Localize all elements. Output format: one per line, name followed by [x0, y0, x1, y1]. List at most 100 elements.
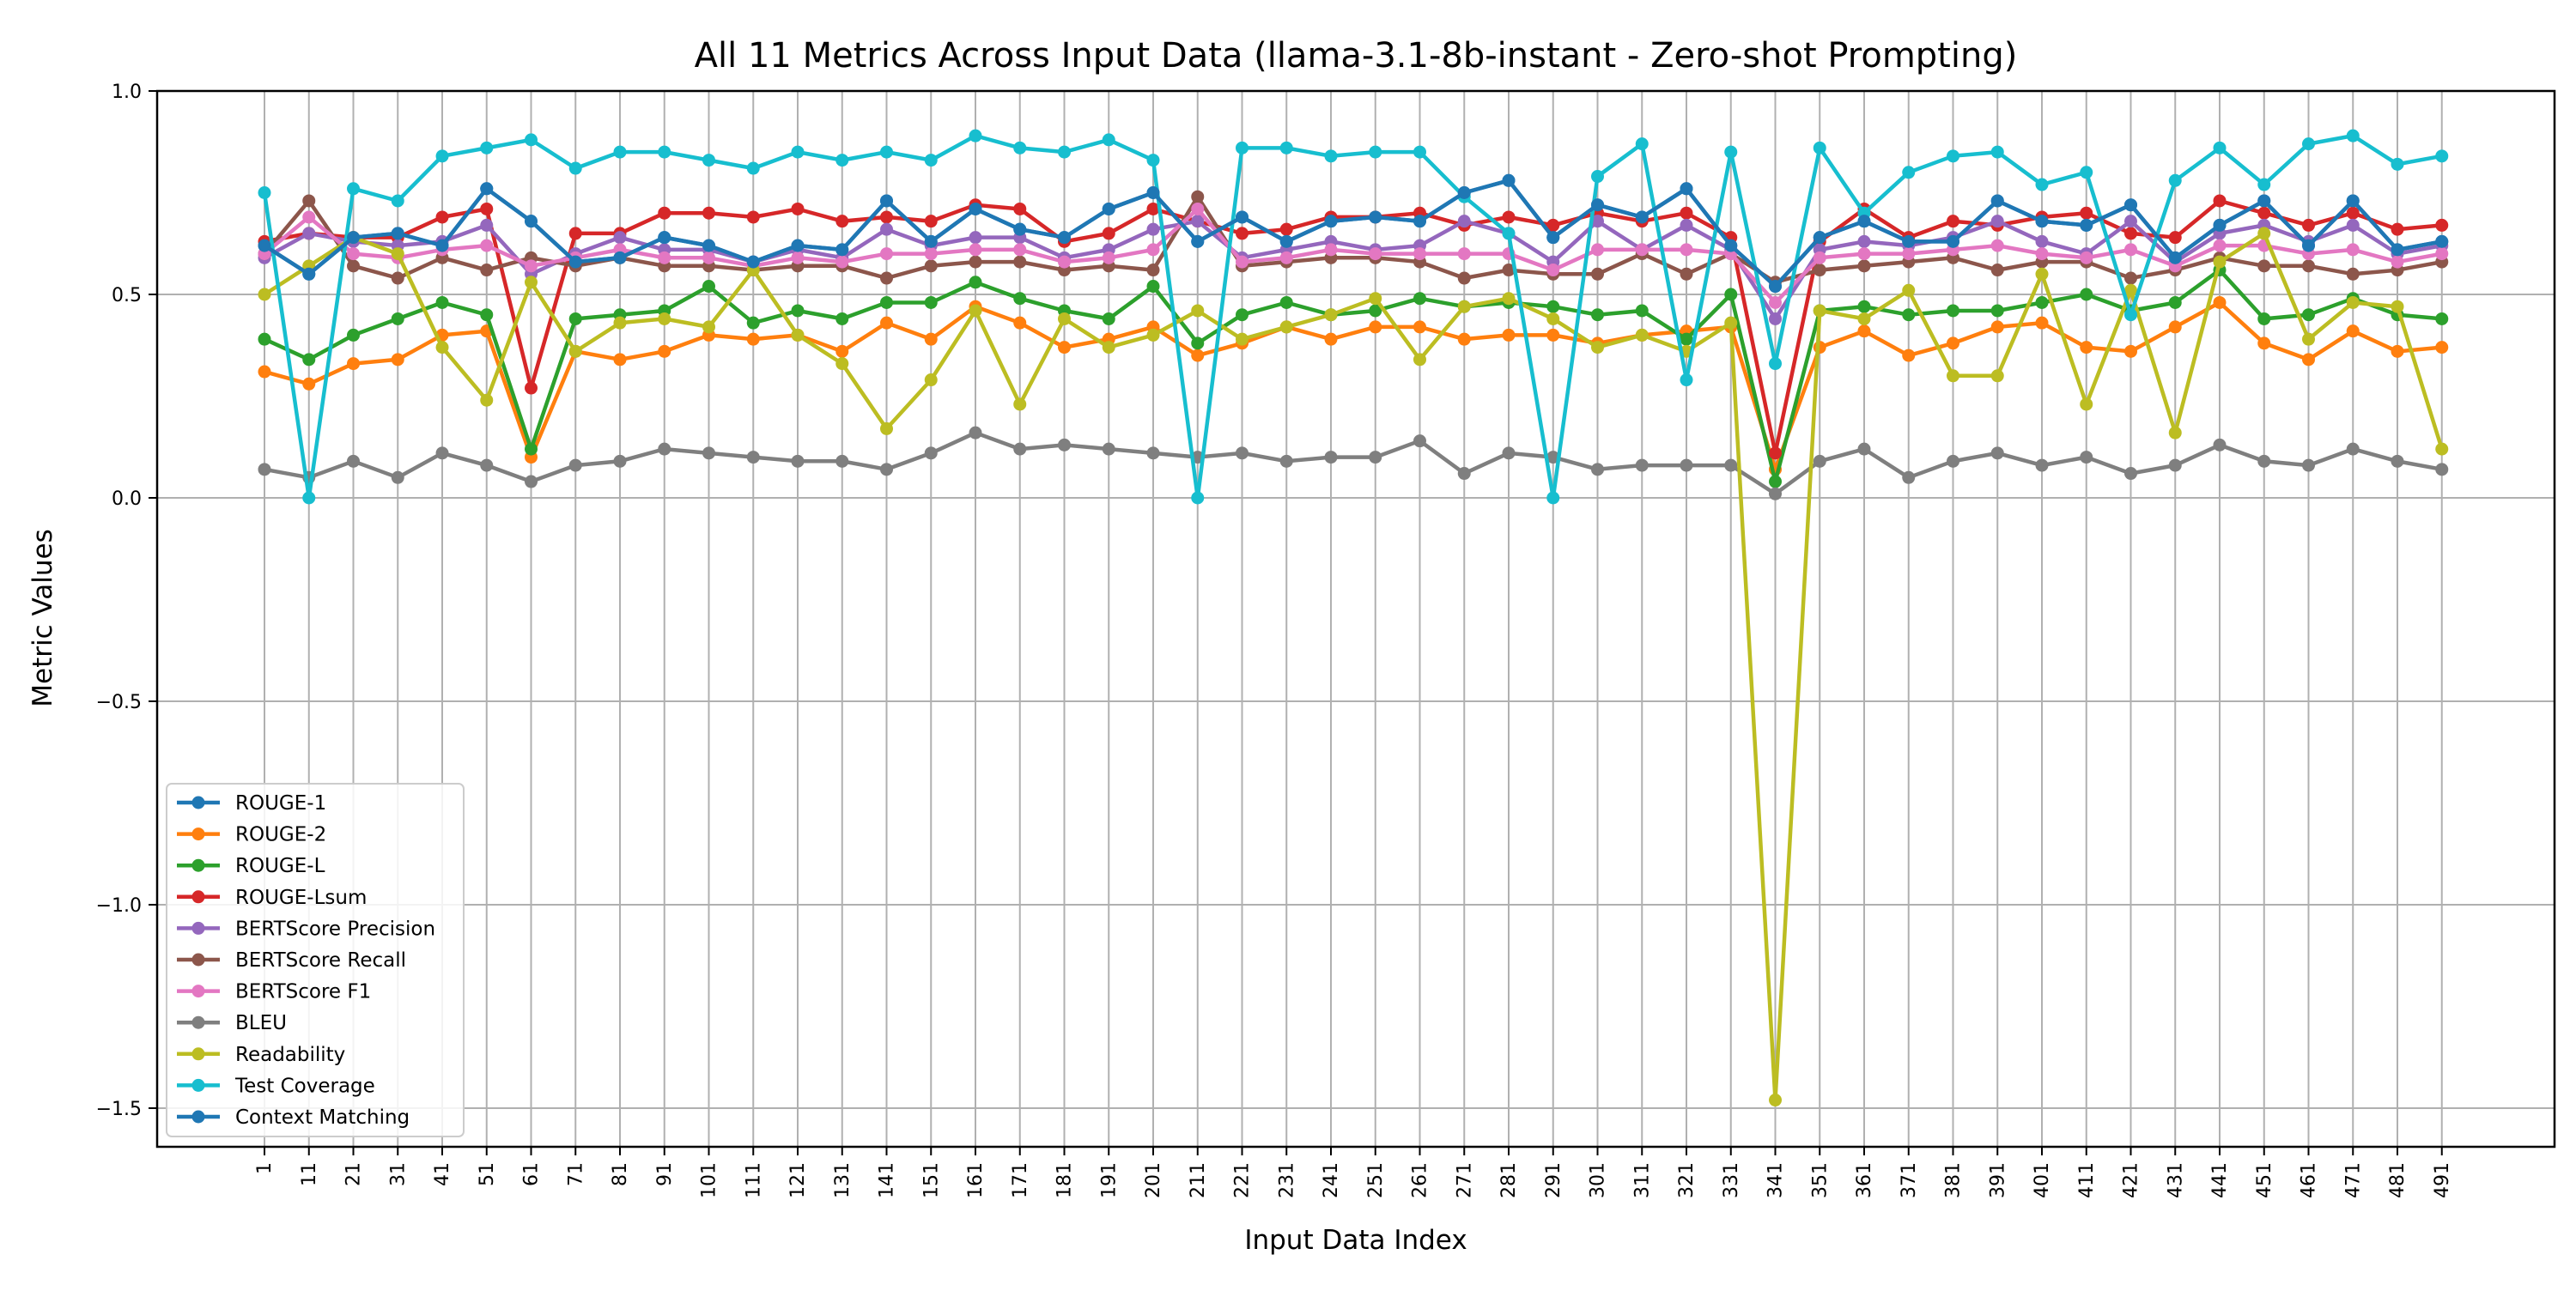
- x-tick-label: 151: [920, 1162, 942, 1198]
- data-point: [1146, 202, 1160, 215]
- data-point: [880, 145, 893, 159]
- data-point: [1769, 295, 1782, 309]
- data-point: [1369, 304, 1382, 318]
- data-point: [746, 316, 760, 330]
- data-point: [1236, 446, 1249, 460]
- data-point: [2257, 194, 2271, 208]
- x-tick-label: 131: [832, 1162, 854, 1198]
- data-point: [791, 202, 805, 215]
- data-point: [302, 267, 316, 281]
- data-point: [1457, 186, 1471, 199]
- x-tick-label: 331: [1721, 1162, 1742, 1198]
- data-point: [1279, 141, 1293, 155]
- data-point: [2080, 206, 2093, 220]
- data-point: [746, 210, 760, 224]
- data-point: [1102, 227, 1115, 240]
- data-point: [1102, 251, 1115, 264]
- data-point: [1324, 308, 1338, 322]
- data-point: [1369, 320, 1382, 334]
- data-point: [880, 421, 893, 435]
- data-point: [1146, 264, 1160, 277]
- data-point: [1857, 259, 1871, 273]
- data-point: [1990, 369, 2004, 383]
- data-point: [1902, 283, 1916, 297]
- data-point: [2391, 157, 2404, 171]
- data-point: [2124, 467, 2137, 481]
- data-point: [1369, 145, 1382, 159]
- data-point: [924, 247, 938, 261]
- data-point: [568, 227, 582, 240]
- data-point: [1013, 316, 1027, 330]
- data-point: [1813, 454, 1826, 468]
- data-point: [2213, 239, 2227, 252]
- legend-item: ROUGE-1: [177, 792, 326, 815]
- data-point: [2168, 426, 2182, 439]
- data-point: [969, 129, 982, 142]
- data-point: [791, 454, 805, 468]
- data-point: [2035, 267, 2049, 281]
- x-tick-label: 441: [2209, 1162, 2231, 1198]
- x-tick-label: 91: [654, 1162, 676, 1186]
- data-point: [924, 234, 938, 248]
- data-point: [969, 202, 982, 215]
- data-point: [1680, 206, 1693, 220]
- data-point: [1413, 292, 1426, 306]
- data-point: [2124, 283, 2137, 297]
- data-point: [1502, 292, 1516, 306]
- legend: ROUGE-1 ROUGE-2 ROUGE-L ROUGE-Lsum BERTScore…: [166, 783, 465, 1137]
- data-point: [1324, 332, 1338, 346]
- data-point: [702, 280, 715, 294]
- data-point: [2168, 231, 2182, 245]
- data-point: [2435, 149, 2449, 163]
- series-line: [263, 231, 2444, 1102]
- data-point: [302, 227, 316, 240]
- data-point: [258, 365, 271, 379]
- data-point: [746, 255, 760, 269]
- x-tick-label: 431: [2165, 1162, 2186, 1198]
- data-point: [2213, 194, 2227, 208]
- data-point: [702, 251, 715, 264]
- data-point: [1680, 373, 1693, 387]
- data-point: [1058, 341, 1071, 355]
- data-point: [835, 357, 849, 371]
- data-point: [302, 377, 316, 391]
- data-point: [924, 259, 938, 273]
- data-point: [1947, 336, 1959, 350]
- data-point: [1191, 304, 1205, 318]
- x-tick-label: 191: [1098, 1162, 1120, 1198]
- data-point: [746, 332, 760, 346]
- x-tick-label: 221: [1232, 1162, 1254, 1198]
- data-point: [2213, 141, 2227, 155]
- y-tick-label: 1.0: [112, 82, 142, 103]
- data-point: [435, 446, 449, 460]
- data-point: [525, 259, 538, 273]
- data-point: [1635, 328, 1649, 342]
- data-point: [1457, 332, 1471, 346]
- data-point: [2168, 295, 2182, 309]
- data-point: [258, 186, 271, 199]
- data-point: [480, 202, 494, 215]
- series-rouge-l: [258, 264, 2449, 488]
- data-point: [791, 145, 805, 159]
- x-tick-label: 381: [1943, 1162, 1965, 1198]
- data-point: [1058, 145, 1071, 159]
- data-point: [2124, 243, 2137, 257]
- data-point: [1502, 173, 1516, 187]
- data-point: [2391, 300, 2404, 313]
- data-point: [1635, 458, 1649, 472]
- data-point: [702, 154, 715, 167]
- data-point: [2257, 178, 2271, 191]
- data-point: [347, 247, 360, 261]
- data-point: [1813, 264, 1826, 277]
- x-tick-label: 401: [2032, 1162, 2053, 1198]
- data-point: [391, 247, 404, 261]
- legend-label: ROUGE-1: [235, 792, 326, 815]
- series-line: [264, 430, 2443, 496]
- data-point: [658, 344, 671, 358]
- data-point: [1457, 300, 1471, 313]
- data-point: [1813, 251, 1826, 264]
- data-point: [2257, 206, 2271, 220]
- data-point: [969, 426, 982, 439]
- data-point: [2035, 234, 2049, 248]
